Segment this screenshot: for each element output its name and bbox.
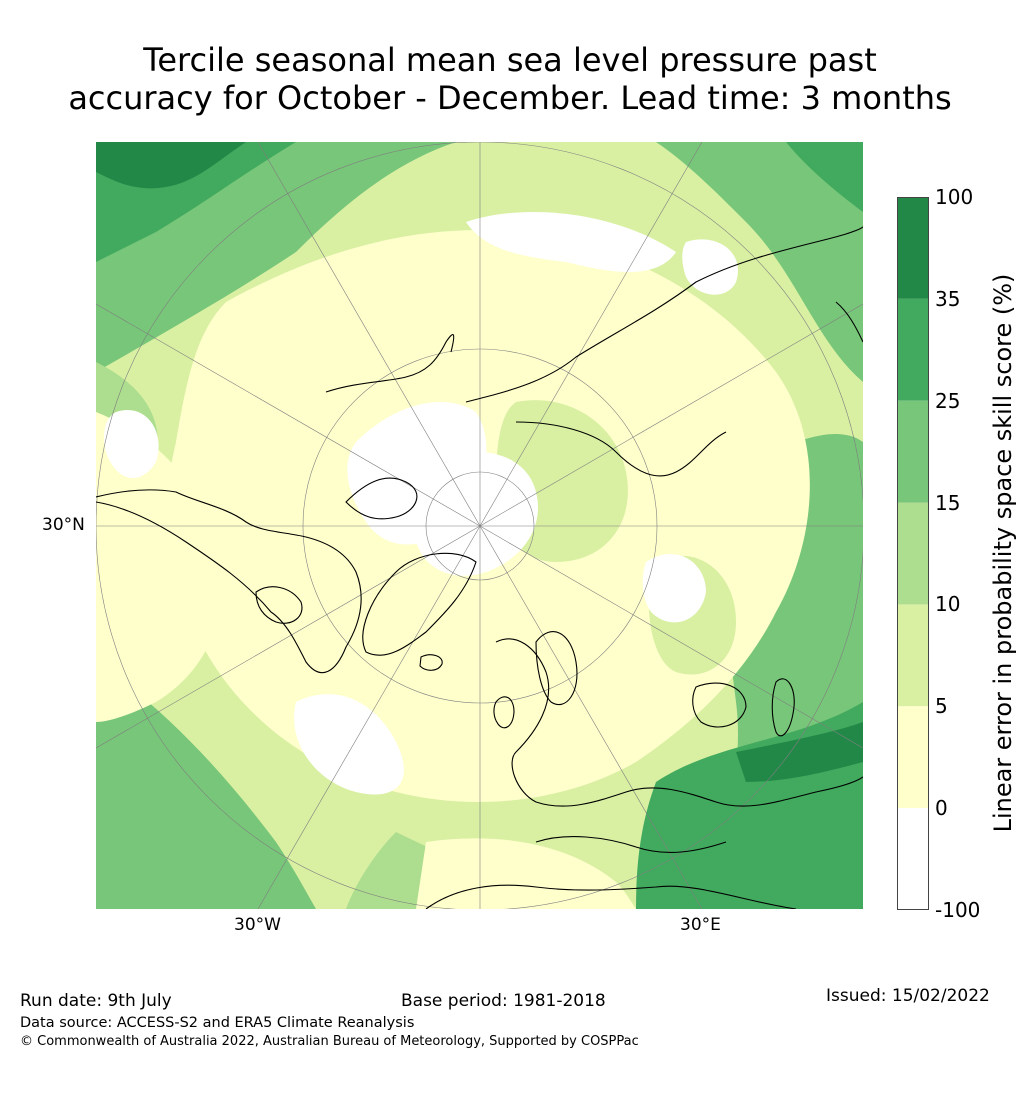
base-period: Base period: 1981-2018 [401, 991, 606, 1011]
coast-japan [835, 301, 863, 343]
lon-label-30e: 30°E [680, 915, 721, 935]
colorbar-tick-label: 5 [935, 694, 948, 719]
data-source: Data source: ACCESS-S2 and ERA5 Climate … [20, 1015, 415, 1031]
copyright: © Commonwealth of Australia 2022, Austra… [20, 1034, 639, 1049]
colorbar-tick-label: 25 [935, 388, 961, 413]
colorbar-title: Linear error in probability space skill … [989, 273, 1017, 833]
colorbar-bin [897, 298, 929, 401]
colorbar-bin [897, 706, 929, 809]
colorbar-tick-label: 0 [935, 796, 948, 821]
region-white-west [104, 410, 159, 479]
colorbar-tick-label: 35 [935, 286, 961, 311]
lat-label-30n: 30°N [42, 515, 85, 535]
colorbar-bin [897, 808, 929, 910]
region-white-ne [682, 239, 738, 295]
run-date: Run date: 9th July [20, 991, 172, 1011]
colorbar-bin [897, 604, 929, 707]
colorbar-border [897, 197, 929, 910]
coastlines [96, 226, 863, 909]
coast-british-isles [493, 696, 515, 729]
issued-date: Issued: 15/02/2022 [826, 986, 990, 1006]
coast-mediterranean [535, 836, 727, 853]
colorbar-tick-label: 10 [935, 592, 961, 617]
coast-iceland [419, 654, 443, 671]
region-white-east [642, 553, 706, 623]
skill-score-map [96, 142, 863, 909]
coast-alaska [325, 334, 455, 393]
chart-title-line1: Tercile seasonal mean sea level pressure… [143, 41, 877, 79]
coast-black-sea [692, 682, 747, 728]
coast-canadian-archipelago [345, 477, 418, 520]
coast-north-africa [425, 884, 797, 909]
coast-siberia [465, 226, 863, 403]
region-yellow-south [416, 838, 636, 909]
coast-scandinavia [535, 631, 578, 705]
coast-europe [495, 638, 863, 807]
lon-label-30w: 30°W [234, 915, 281, 935]
coast-hudson-bay [255, 586, 303, 624]
colorbar-bin [897, 502, 929, 605]
colorbar-tick-label: 100 [935, 185, 974, 209]
colorbar-tick-label: -100 [935, 898, 981, 922]
coast-north-america [96, 489, 362, 674]
region-nw-darkest [96, 142, 246, 189]
chart-title-line2: accuracy for October - December. Lead ti… [68, 79, 952, 117]
region-ne-darker [786, 142, 863, 212]
region-white-atlantic [294, 694, 404, 795]
coast-caspian [771, 678, 795, 737]
region-yellow-west [96, 412, 223, 722]
region-ne-green [656, 142, 863, 382]
colorbar-bin [897, 197, 929, 299]
graticule [96, 142, 863, 909]
colorbar [897, 197, 929, 910]
region-se-darkest [736, 722, 863, 782]
region-white-north [466, 212, 676, 272]
colorbar-tick-label: 15 [935, 490, 961, 515]
colorbar-bin [897, 400, 929, 503]
coast-greenland [362, 552, 477, 656]
coast-russia-arctic [515, 421, 727, 477]
region-white-pole [412, 452, 538, 576]
